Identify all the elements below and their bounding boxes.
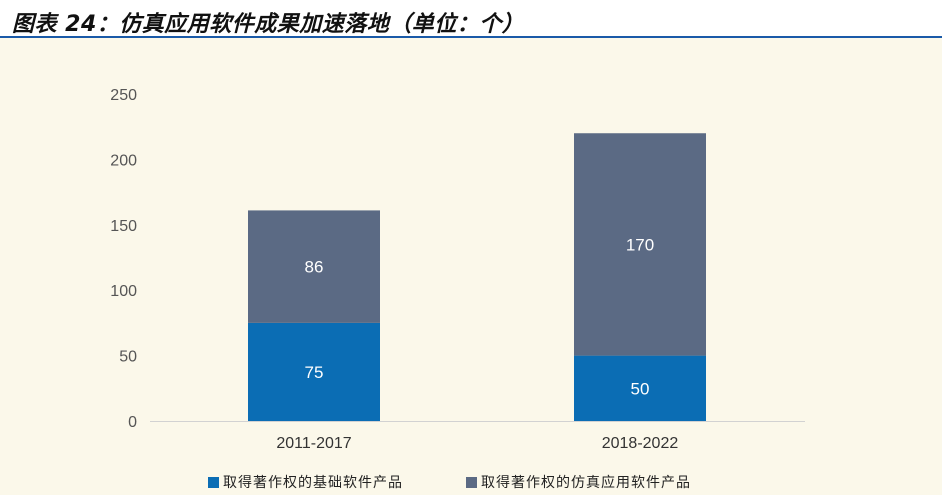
y-tick-label: 0 (128, 414, 137, 431)
x-category-label: 2018-2022 (602, 435, 679, 452)
stacked-bar-chart: 0 50 100 150 200 250 75 86 2011-2017 50 170 2018-20… (110, 87, 805, 452)
y-tick-label: 150 (110, 218, 137, 235)
y-tick-label: 250 (110, 87, 137, 104)
figure-title: 图表 24：仿真应用软件成果加速落地（单位：个） (12, 12, 525, 37)
bar-segment (248, 210, 380, 323)
data-label: 75 (305, 363, 324, 382)
chart-area (0, 38, 942, 495)
y-tick-label: 200 (110, 152, 137, 169)
bar-segment (574, 355, 706, 421)
data-label: 170 (626, 235, 654, 254)
legend-item-basic-software: 取得著作权的基础软件产品 (208, 472, 403, 492)
bar-segment (574, 133, 706, 356)
x-category-label: 2011-2017 (276, 435, 351, 452)
bar-segment (248, 322, 380, 421)
y-tick-label: 100 (110, 283, 137, 300)
legend-swatch-simulation-software (466, 476, 477, 488)
data-label: 86 (305, 258, 324, 277)
figure-header: 图表 24：仿真应用软件成果加速落地（单位：个） (0, 0, 942, 38)
legend-label-basic-software: 取得著作权的基础软件产品 (223, 475, 403, 491)
legend-item-simulation-software: 取得著作权的仿真应用软件产品 (466, 472, 691, 492)
legend-swatch-basic-software (208, 476, 219, 488)
data-label: 50 (631, 379, 650, 398)
legend-label-simulation-software: 取得著作权的仿真应用软件产品 (481, 475, 691, 491)
chart-legend: 取得著作权的基础软件产品 取得著作权的仿真应用软件产品 (0, 472, 942, 494)
y-tick-label: 50 (119, 349, 137, 366)
